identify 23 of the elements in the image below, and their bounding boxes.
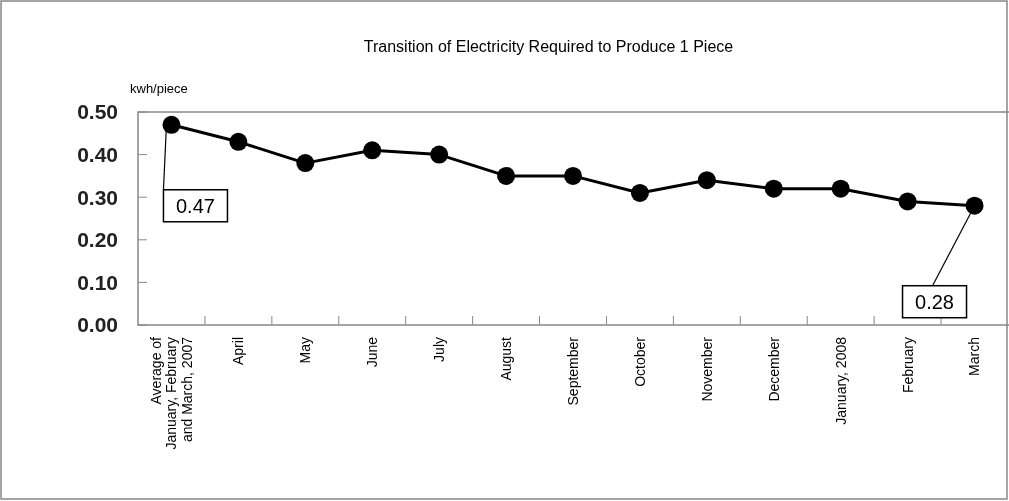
x-tick-label: March (966, 337, 983, 376)
x-tick-label: July (431, 337, 448, 362)
x-tick-label: September (564, 336, 581, 406)
x-tick-label: January, 2008 (832, 336, 849, 425)
x-tick-label: April (230, 337, 247, 366)
x-tick-label: December (765, 336, 782, 402)
x-tick-label: May (297, 337, 314, 364)
y-axis-title: kwh/piece (130, 81, 188, 96)
x-tick-label: February (899, 337, 916, 394)
x-tick-label: November (698, 336, 715, 402)
annotation: 0.47 (175, 194, 215, 217)
x-tick-label: June (364, 336, 381, 368)
y-tick-label: 0.40 (77, 142, 118, 166)
y-tick-label: 0.00 (77, 313, 118, 337)
chart-title: Transition of Electricity Required to Produce 1 Piece (363, 38, 734, 55)
x-tick-label: August (497, 336, 514, 381)
y-tick-label: 0.30 (77, 185, 118, 209)
x-tick-label: Average of January, February and March, 2007 (147, 336, 195, 450)
y-tick-label: 0.50 (77, 100, 118, 124)
y-tick-label: 0.20 (77, 228, 118, 252)
annotation: 0.28 (915, 290, 955, 313)
y-tick-label: 0.10 (77, 270, 118, 294)
x-tick-label: October (631, 336, 648, 387)
